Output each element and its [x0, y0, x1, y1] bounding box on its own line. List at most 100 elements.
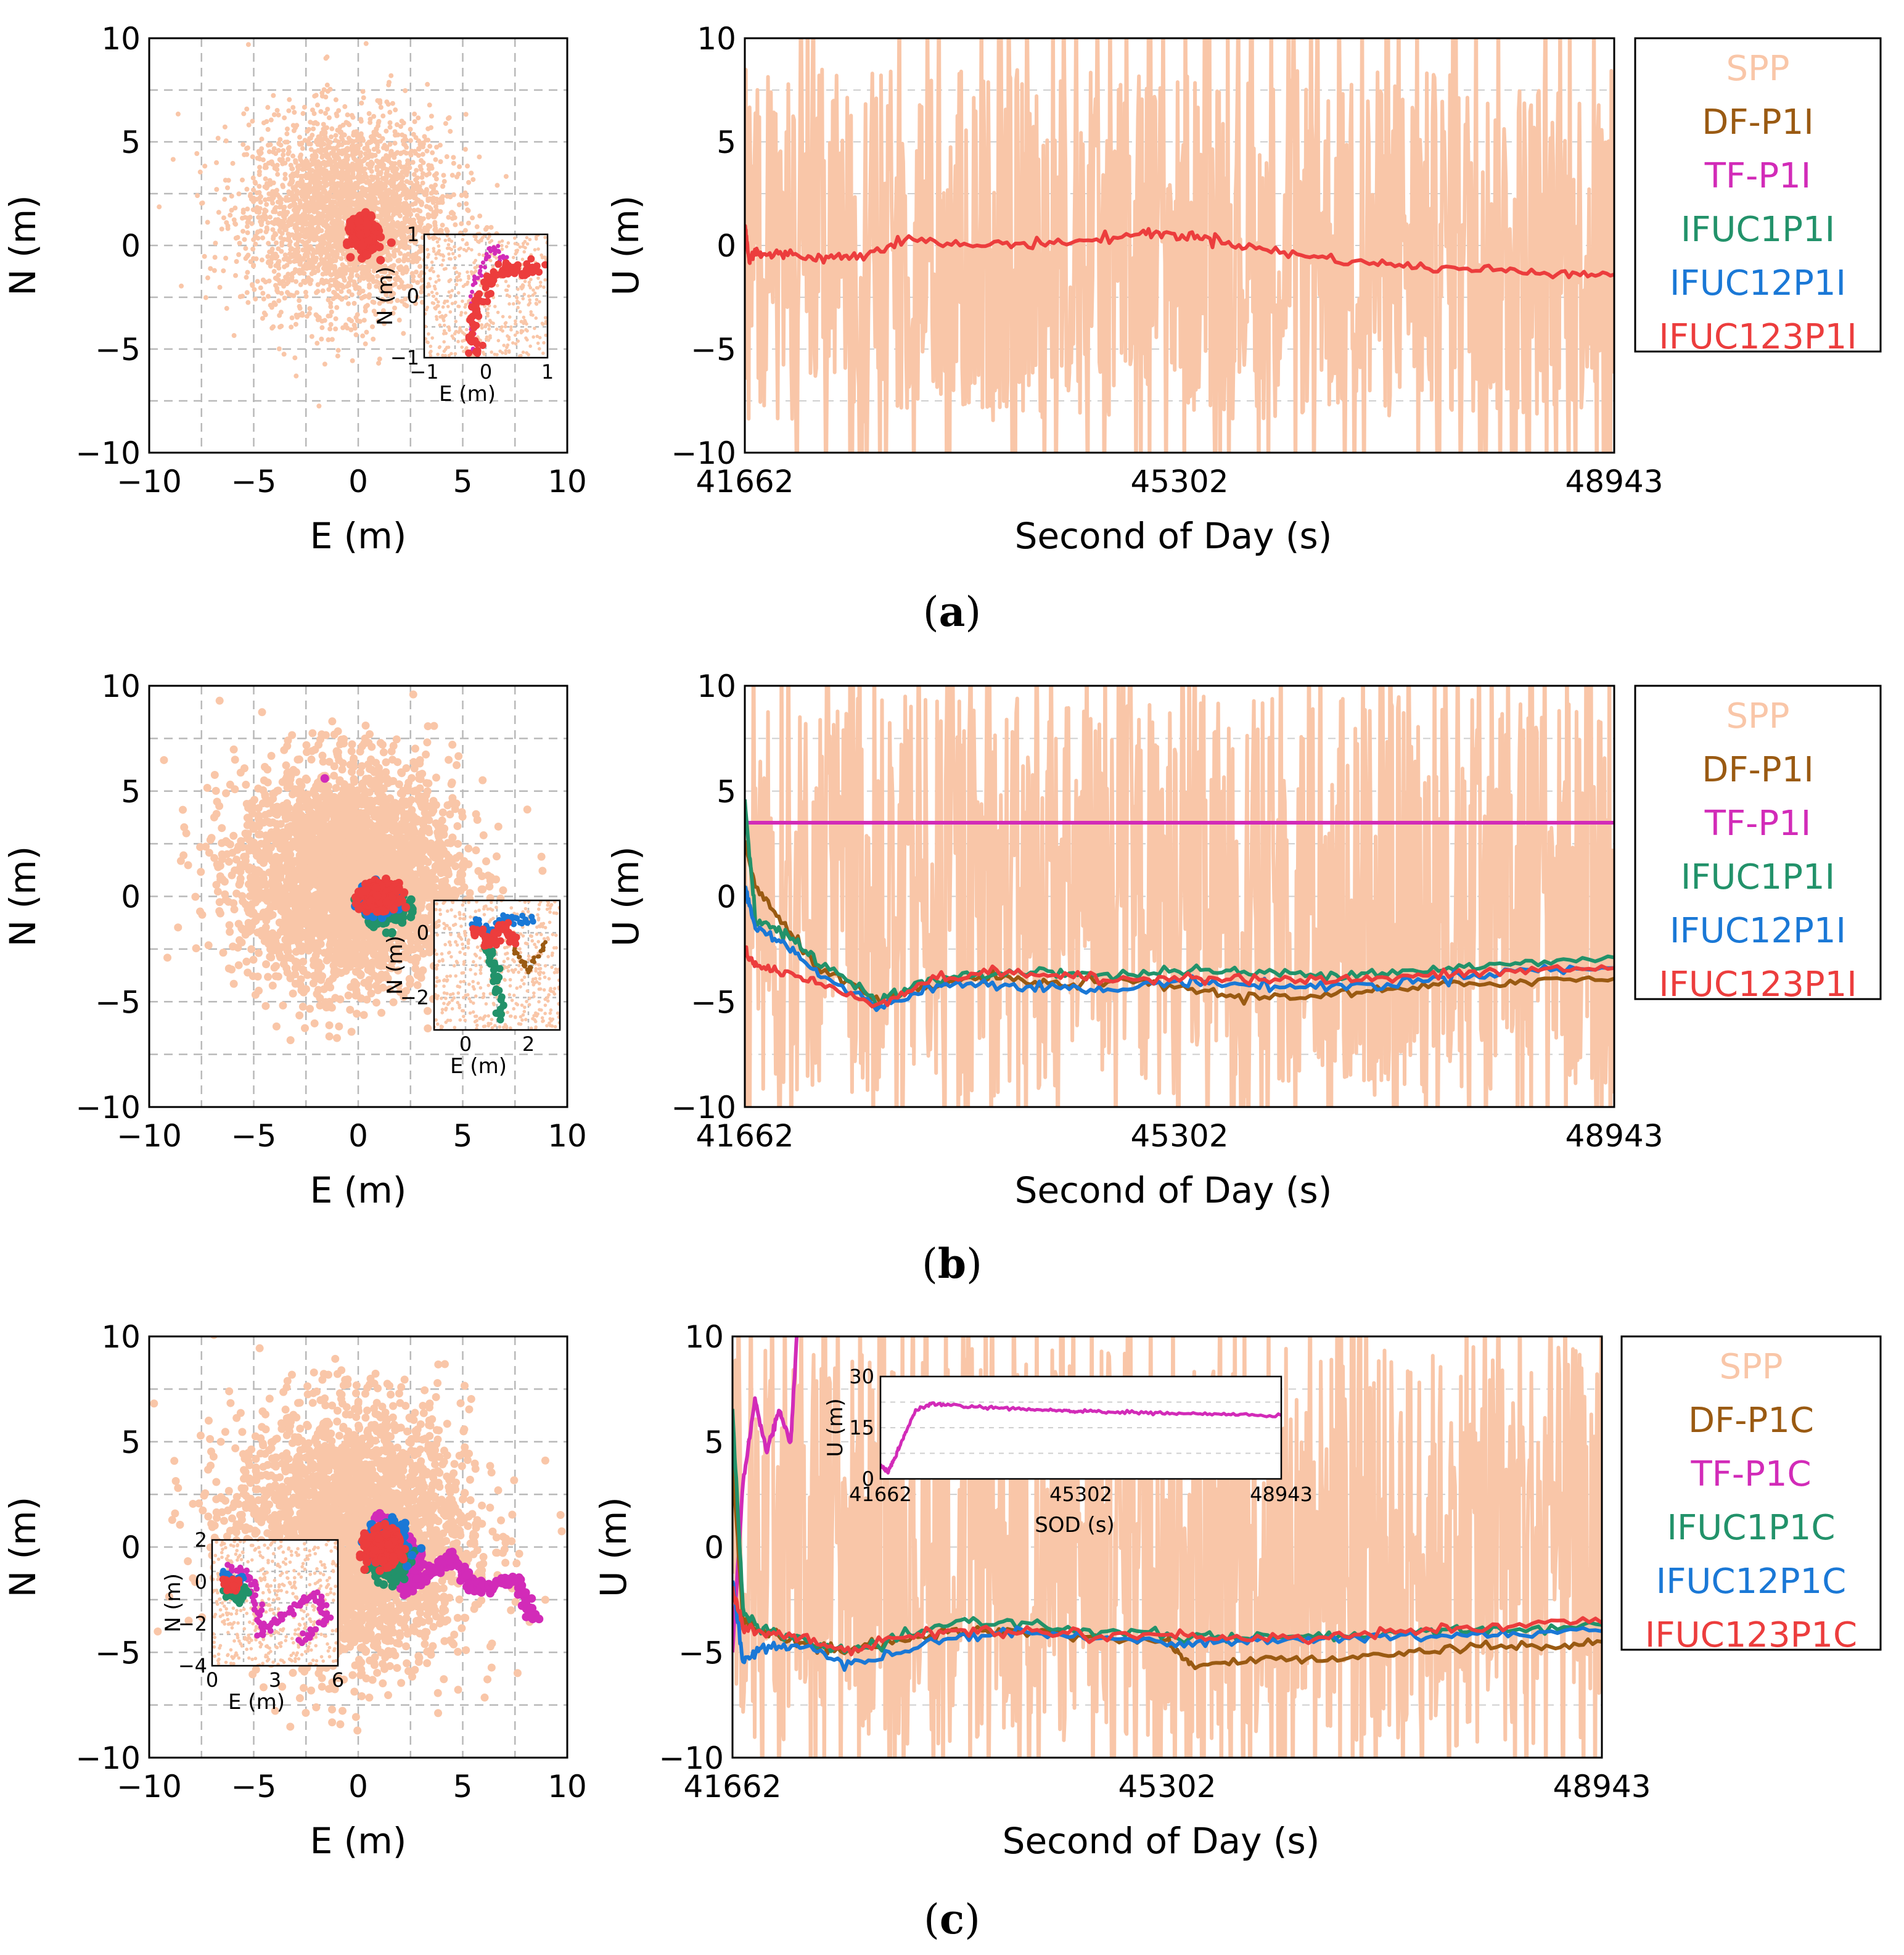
axes-frame: [744, 37, 1615, 454]
spp-point: [321, 189, 326, 195]
spp-point: [286, 145, 292, 150]
inset-spp-point: [543, 316, 548, 319]
inset-spp-point: [540, 321, 544, 326]
spp-point: [302, 167, 308, 172]
spp-point: [373, 311, 379, 317]
spp-point: [250, 282, 255, 287]
inset-spp-point: [537, 347, 541, 351]
spp-point: [333, 133, 339, 138]
spp-point: [420, 171, 425, 176]
spp-point: [253, 233, 258, 239]
spp-point: [358, 117, 364, 122]
spp-point: [390, 101, 395, 106]
spp-point: [315, 226, 321, 232]
spp-point: [360, 89, 366, 94]
inset-spp-point: [487, 327, 491, 331]
inset-trail-point: [514, 261, 522, 269]
spp-point: [372, 205, 377, 211]
spp-point: [276, 298, 282, 303]
inset-spp-point: [440, 315, 444, 318]
y-tick-label: −10: [671, 435, 736, 471]
inset-spp-point: [538, 281, 543, 284]
x-axis-label: E (m): [310, 515, 407, 557]
spp-point: [301, 1024, 310, 1032]
spp-point: [360, 333, 366, 339]
spp-point: [221, 215, 227, 221]
inset-spp-point: [436, 274, 440, 278]
inset-spp-point: [457, 247, 461, 251]
spp-point: [385, 222, 390, 228]
inset-spp-point: [427, 332, 430, 336]
spp-point: [294, 290, 300, 295]
spp-point: [273, 232, 279, 237]
spp-point: [444, 154, 449, 160]
spp-point: [372, 136, 377, 142]
spp-point: [411, 259, 416, 265]
spp-point: [240, 177, 245, 183]
spp-point: [393, 166, 398, 171]
spp-point: [271, 236, 276, 241]
spp-point: [329, 337, 335, 342]
inset-trail-point: [484, 290, 492, 298]
x-axis-label: Second of Day (s): [1015, 515, 1332, 557]
spp-point: [244, 106, 250, 112]
spp-point: [304, 313, 310, 319]
legend-entry: IFUC1P1I: [1681, 210, 1835, 250]
inset-spp-point: [515, 295, 519, 300]
spp-point: [214, 160, 220, 165]
spp-point: [314, 164, 319, 170]
spp-point: [289, 315, 295, 321]
spp-point: [350, 169, 356, 175]
spp-point: [402, 186, 408, 191]
inset-spp-point: [464, 311, 467, 315]
inset-spp-point: [470, 248, 474, 252]
spp-point: [222, 124, 228, 130]
spp-point: [350, 358, 355, 363]
spp-point: [260, 277, 266, 282]
spp-point: [295, 778, 304, 786]
inset-trail-point: [472, 308, 480, 316]
spp-point: [276, 141, 282, 146]
spp-point: [297, 268, 302, 273]
spp-point: [229, 979, 238, 988]
spp-point: [399, 298, 404, 304]
spp-point: [280, 161, 285, 167]
spp-point: [318, 751, 327, 760]
spp-point: [459, 192, 464, 198]
spp-point: [358, 131, 364, 136]
spp-point: [335, 216, 340, 222]
inset-spp-point: [441, 318, 446, 323]
spp-point: [410, 160, 416, 165]
spp-point: [359, 295, 364, 301]
inset-spp-point: [425, 266, 429, 270]
legend-entry: TF-P1I: [1704, 156, 1812, 196]
spp-point: [420, 180, 425, 186]
inset-spp-point: [437, 249, 441, 253]
inset-spp-point: [516, 339, 520, 343]
spp-point: [253, 241, 258, 247]
spp-point: [311, 208, 317, 213]
spp-point: [246, 122, 252, 128]
spp-point: [396, 258, 401, 264]
spp-point: [430, 150, 435, 155]
inset-spp-point: [436, 300, 440, 304]
spp-point: [217, 284, 223, 290]
spp-point: [311, 952, 320, 960]
spp-point: [441, 173, 446, 178]
spp-point: [327, 170, 333, 176]
spp-point: [323, 179, 329, 184]
spp-point: [308, 281, 313, 286]
spp-point: [197, 169, 203, 175]
spp-point: [408, 126, 413, 132]
x-tick-label: 48943: [1565, 464, 1663, 500]
spp-point: [392, 249, 397, 254]
spp-point: [297, 163, 302, 168]
spp-point: [226, 780, 234, 789]
spp-point: [319, 318, 325, 324]
inset-spp-point: [493, 305, 497, 308]
spp-point: [300, 111, 306, 117]
spp-point: [380, 136, 385, 141]
spp-point: [285, 126, 290, 132]
inset-spp-point: [506, 241, 511, 245]
spp-point: [393, 193, 399, 199]
